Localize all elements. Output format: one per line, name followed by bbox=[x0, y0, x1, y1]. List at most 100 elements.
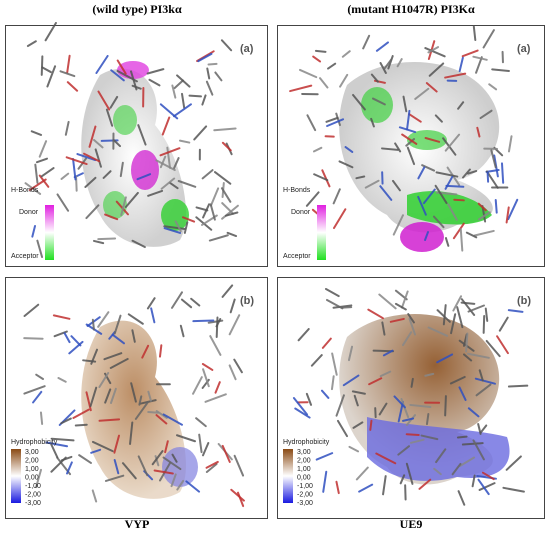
bond bbox=[453, 198, 465, 202]
bond bbox=[109, 357, 129, 369]
bond bbox=[182, 216, 196, 223]
bond bbox=[50, 437, 75, 442]
bond bbox=[221, 141, 232, 152]
bond bbox=[213, 127, 237, 132]
bond bbox=[394, 142, 402, 153]
bond bbox=[394, 302, 407, 311]
legend-label: 2,00 bbox=[297, 458, 311, 465]
bond bbox=[355, 466, 369, 481]
bond bbox=[310, 354, 323, 367]
bond bbox=[336, 419, 349, 438]
bond bbox=[324, 288, 340, 298]
bond bbox=[335, 112, 341, 127]
bond bbox=[406, 109, 411, 131]
bond bbox=[353, 394, 359, 407]
bond bbox=[369, 419, 373, 431]
bond bbox=[294, 407, 311, 419]
bond bbox=[387, 55, 394, 70]
bond bbox=[457, 101, 465, 110]
bond bbox=[178, 139, 191, 144]
bond bbox=[456, 435, 468, 439]
bond bbox=[382, 475, 387, 496]
bond bbox=[467, 407, 480, 418]
bond bbox=[482, 29, 495, 49]
legend-title: Hydrophobicity bbox=[283, 439, 330, 446]
bond bbox=[91, 318, 95, 331]
bond bbox=[491, 68, 510, 72]
bond bbox=[154, 455, 160, 467]
bond bbox=[434, 184, 448, 205]
bond bbox=[163, 227, 182, 234]
bond bbox=[410, 438, 425, 444]
bond bbox=[319, 77, 329, 89]
bond bbox=[335, 480, 340, 495]
bond bbox=[397, 445, 410, 456]
bond bbox=[381, 147, 399, 151]
bond bbox=[204, 393, 227, 403]
bond bbox=[418, 478, 432, 490]
bond bbox=[215, 318, 222, 328]
bond bbox=[313, 146, 323, 153]
bond bbox=[458, 56, 464, 73]
bond bbox=[333, 208, 347, 230]
bond bbox=[375, 41, 389, 52]
bond bbox=[494, 199, 498, 214]
legend-scale bbox=[317, 205, 326, 260]
bond bbox=[364, 179, 380, 189]
bond bbox=[40, 167, 55, 178]
bond bbox=[477, 211, 491, 221]
bond bbox=[38, 174, 50, 188]
bond bbox=[432, 215, 445, 229]
bond bbox=[505, 455, 522, 471]
bond bbox=[442, 304, 447, 326]
bond bbox=[344, 146, 354, 153]
bond bbox=[410, 377, 414, 388]
bond bbox=[109, 387, 117, 404]
bond bbox=[396, 58, 403, 68]
bond bbox=[171, 291, 183, 309]
bond bbox=[121, 462, 137, 480]
bond bbox=[370, 117, 375, 128]
bond bbox=[201, 363, 214, 371]
bond bbox=[460, 298, 476, 316]
bond bbox=[91, 440, 114, 453]
panel: (b) Hydrophobicity 3,00 2,001,00 0,00-1,00 -2… bbox=[5, 277, 268, 519]
bond bbox=[351, 390, 366, 395]
bond bbox=[162, 456, 182, 471]
bond bbox=[428, 62, 445, 77]
bond bbox=[456, 306, 464, 329]
bond bbox=[306, 114, 317, 132]
bond bbox=[134, 400, 150, 420]
bond bbox=[490, 149, 497, 169]
bond bbox=[113, 434, 121, 454]
bond bbox=[104, 388, 112, 404]
bond bbox=[433, 467, 442, 476]
bond bbox=[424, 137, 441, 143]
bond bbox=[381, 321, 386, 336]
bond bbox=[325, 116, 339, 123]
bond bbox=[405, 138, 416, 147]
bond bbox=[402, 417, 415, 422]
bond bbox=[195, 417, 207, 428]
bond bbox=[368, 377, 383, 386]
panel-label: (a) bbox=[240, 43, 254, 55]
bond bbox=[221, 204, 239, 220]
bond bbox=[321, 337, 332, 349]
panel-label: (b) bbox=[517, 295, 531, 307]
bond bbox=[406, 146, 416, 166]
bond bbox=[478, 369, 484, 382]
bond bbox=[201, 169, 214, 180]
bond bbox=[378, 293, 397, 310]
bond bbox=[130, 70, 138, 91]
bond bbox=[444, 237, 450, 247]
bond bbox=[164, 440, 169, 454]
bond bbox=[467, 352, 490, 359]
bond bbox=[298, 68, 318, 79]
bond bbox=[171, 453, 178, 463]
bond bbox=[34, 163, 39, 184]
bond bbox=[151, 450, 164, 466]
bond bbox=[160, 177, 176, 190]
bond bbox=[50, 443, 59, 459]
bond bbox=[146, 68, 165, 75]
